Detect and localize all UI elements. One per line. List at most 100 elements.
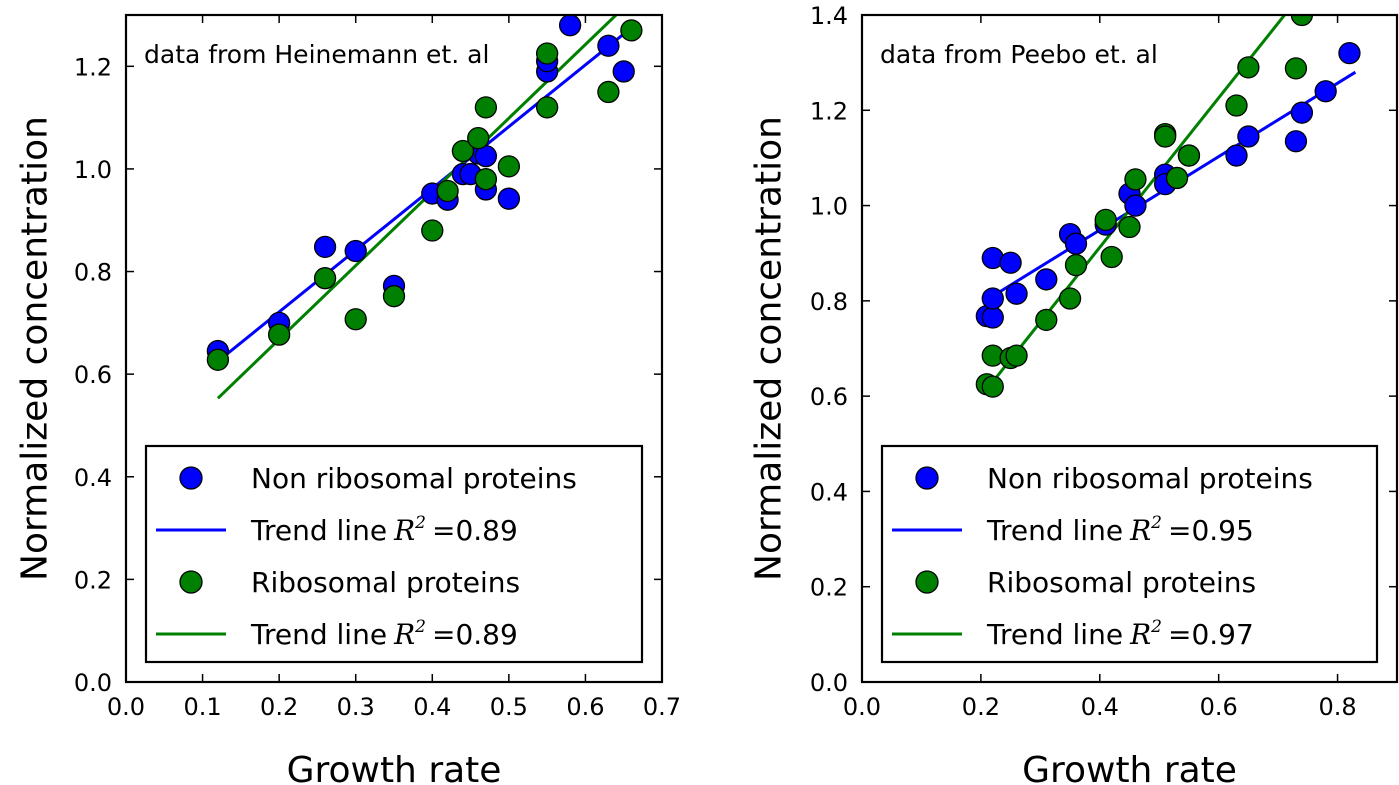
- y-tick-label: 0.2: [74, 566, 112, 594]
- x-tick-label: 0.6: [1200, 693, 1238, 721]
- legend-marker: [179, 570, 203, 594]
- r-squared-exponent: 2: [414, 513, 426, 533]
- non-ribosomal-point: [612, 60, 635, 83]
- non-ribosomal-point: [1064, 232, 1088, 255]
- non-ribosomal-point: [981, 287, 1004, 310]
- ribosomal-point: [1177, 144, 1201, 167]
- r-squared-exponent: 2: [1150, 513, 1162, 533]
- x-tick-label: 0.8: [1318, 693, 1356, 721]
- non-ribosomal-point: [1035, 268, 1058, 291]
- legend-label: Trend line R2 =0.89: [250, 513, 518, 547]
- ribosomal-point: [467, 126, 490, 150]
- non-ribosomal-point: [1314, 80, 1337, 103]
- plot-series: [975, 15, 1361, 398]
- ribosomal-point: [1035, 308, 1058, 332]
- ribosomal-point: [597, 80, 620, 104]
- y-tick-label: 1.2: [810, 97, 848, 125]
- x-tick-label: 0.4: [413, 693, 451, 721]
- y-tick-label: 0.6: [810, 383, 848, 411]
- ribosomal-point: [436, 179, 459, 203]
- legend-r2-value: =0.89: [432, 514, 518, 547]
- non-ribosomal-point: [597, 34, 620, 57]
- legend-r2-value: =0.95: [1168, 514, 1254, 547]
- non-ribosomal-point: [344, 239, 367, 263]
- legend-label: Non ribosomal proteins: [251, 462, 577, 495]
- legend-trend-name: Trend line: [250, 514, 387, 547]
- legend-label: Ribosomal proteins: [251, 566, 520, 599]
- legend-r2-value: =0.89: [432, 618, 518, 651]
- non-ribosomal-point: [999, 251, 1022, 274]
- y-tick-label: 0.0: [74, 669, 112, 697]
- ribosomal-point: [267, 323, 291, 346]
- ribosomal-point: [535, 96, 559, 119]
- ribosomal-point: [620, 19, 643, 42]
- ribosomal-point: [1058, 287, 1082, 310]
- ribosomal-point: [1094, 208, 1117, 232]
- x-tick-label: 0.0: [843, 693, 881, 721]
- non-ribosomal-point: [313, 235, 337, 259]
- legend-trend-name: Trend line: [986, 514, 1123, 547]
- data-source-annotation: data from Peebo et. al: [880, 40, 1158, 69]
- plot-frame: [124, 13, 664, 684]
- non-ribosomal-point: [1005, 282, 1028, 305]
- legend-label: Non ribosomal proteins: [987, 462, 1313, 495]
- non-ribosomal-point: [1338, 41, 1361, 65]
- non-ribosomal-point: [1237, 125, 1260, 148]
- y-axis-label: Normalized concentration: [749, 116, 790, 581]
- chart-panel-1: 0.0 0.1 0.2 0.3 0.4 0.5 0.6 0.7 0.0 0.2 0.4 0.6 0.8 1…: [15, 13, 681, 785]
- legend-trend-name: Trend line: [986, 618, 1123, 651]
- non-ribosomal-point: [1124, 194, 1147, 217]
- legend-marker: [179, 466, 203, 490]
- ribosomal-point: [497, 155, 521, 178]
- ribosomal-point: [981, 375, 1004, 398]
- data-source-annotation: data from Heinemann et. al: [144, 40, 489, 69]
- y-tick-label: 1.2: [74, 53, 112, 81]
- non-ribosomal-point: [497, 187, 521, 210]
- chart-panel-2: 0.0 0.2 0.4 0.6 0.8 0.0 0.2 0.4 0.6 0.8 1.0 1.2 1.4 G…: [749, 2, 1399, 785]
- ribosomal-point: [1290, 15, 1314, 27]
- y-tick-label: 1.0: [74, 156, 112, 184]
- ribosomal-point: [421, 219, 444, 242]
- non-ribosomal-point: [1225, 144, 1248, 167]
- r-squared-exponent: 2: [414, 617, 426, 637]
- y-tick-label: 1.4: [810, 2, 848, 30]
- x-tick-label: 0.2: [260, 693, 298, 721]
- legend-marker: [915, 466, 939, 490]
- legend-label: Trend line R2 =0.95: [986, 513, 1254, 547]
- x-tick-label: 0.2: [962, 693, 1000, 721]
- x-tick-label: 0.3: [337, 693, 375, 721]
- ribosomal-point: [1064, 253, 1088, 277]
- ribosomal-point: [474, 168, 498, 191]
- ribosomal-point: [206, 348, 230, 371]
- ribosomal-point: [1237, 56, 1260, 79]
- ribosomal-point: [1165, 166, 1189, 190]
- y-tick-label: 0.6: [74, 361, 112, 389]
- x-tick-label: 0.7: [643, 693, 681, 721]
- x-tick-label: 0.1: [183, 693, 221, 721]
- ribosomal-point: [474, 96, 498, 119]
- x-axis-label: Growth rate: [287, 750, 502, 785]
- non-ribosomal-point: [1290, 101, 1314, 124]
- r-squared-exponent: 2: [1150, 617, 1162, 637]
- non-ribosomal-point: [981, 306, 1004, 329]
- legend-label: Trend line R2 =0.89: [250, 617, 518, 651]
- ribosomal-point: [344, 308, 367, 331]
- ribosomal-point: [382, 285, 406, 308]
- r-squared-symbol: R: [1129, 618, 1151, 651]
- legend-marker: [915, 570, 939, 594]
- legend-box: [880, 444, 1379, 664]
- legend-label: Trend line R2 =0.97: [986, 617, 1254, 651]
- ribosomal-point: [1005, 344, 1028, 367]
- plot-frame: [860, 13, 1399, 684]
- y-tick-label: 0.4: [810, 478, 848, 506]
- y-tick-label: 1.0: [810, 193, 848, 221]
- legend-r2-value: =0.97: [1168, 618, 1254, 651]
- x-tick-label: 0.4: [1081, 693, 1119, 721]
- plot-series: [206, 15, 643, 400]
- x-axis-label: Growth rate: [1022, 750, 1237, 785]
- ribosomal-point: [1118, 215, 1141, 239]
- ribosomal-point: [535, 42, 559, 65]
